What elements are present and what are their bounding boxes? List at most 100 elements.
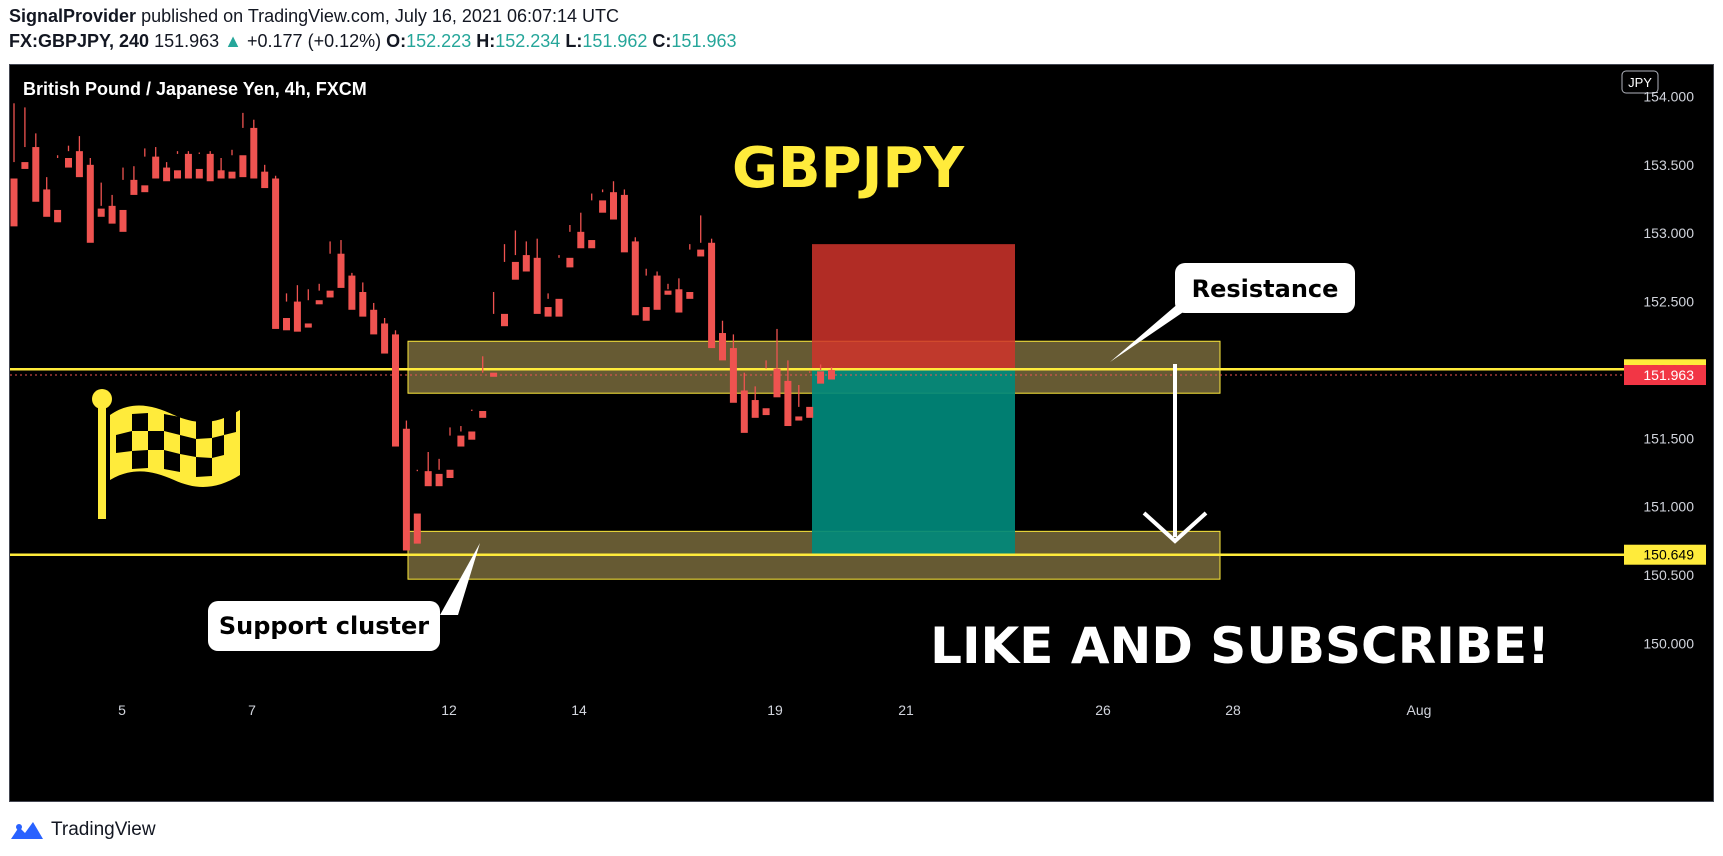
target-arrow-icon[interactable] bbox=[1142, 364, 1208, 544]
cta-text[interactable]: LIKE AND SUBSCRIBE! bbox=[930, 617, 1550, 675]
symbol-label[interactable]: FX:GBPJPY, 240 bbox=[9, 31, 150, 51]
candle[interactable] bbox=[381, 323, 389, 354]
candle[interactable] bbox=[533, 257, 541, 314]
candle[interactable] bbox=[108, 205, 116, 224]
price-chart[interactable]: British Pound / Japanese Yen, 4h, FXCM G… bbox=[10, 65, 1715, 803]
candle[interactable] bbox=[544, 307, 552, 317]
time-axis[interactable]: 5 7 12 14 19 21 26 28 Aug bbox=[118, 702, 1431, 718]
candle[interactable] bbox=[326, 290, 334, 298]
candle[interactable] bbox=[54, 209, 62, 223]
candle[interactable] bbox=[392, 334, 399, 447]
candle[interactable] bbox=[599, 200, 607, 213]
candle[interactable] bbox=[555, 298, 563, 317]
candle[interactable] bbox=[32, 147, 40, 202]
candle[interactable] bbox=[217, 170, 225, 179]
candle[interactable] bbox=[86, 164, 94, 243]
checkered-flag-icon[interactable] bbox=[92, 389, 240, 519]
take-profit-zone[interactable] bbox=[812, 369, 1015, 556]
support-callout[interactable]: Support cluster bbox=[208, 543, 480, 651]
candle[interactable] bbox=[370, 309, 378, 335]
candle[interactable] bbox=[402, 428, 410, 551]
tradingview-footer[interactable]: TradingView bbox=[9, 816, 156, 844]
low-label: L: bbox=[565, 31, 583, 51]
candle[interactable] bbox=[119, 209, 127, 232]
y-tick-label: 153.000 bbox=[1643, 225, 1694, 241]
candle[interactable] bbox=[435, 473, 443, 487]
candle[interactable] bbox=[239, 155, 247, 178]
candle[interactable] bbox=[795, 416, 803, 421]
tradingview-brand: TradingView bbox=[51, 819, 156, 840]
current-price: 151.963 bbox=[154, 31, 220, 51]
candle[interactable] bbox=[206, 153, 214, 182]
candle[interactable] bbox=[577, 231, 585, 249]
candle[interactable] bbox=[174, 170, 181, 179]
candle[interactable] bbox=[729, 348, 737, 403]
candle[interactable] bbox=[65, 157, 72, 168]
candle[interactable] bbox=[413, 513, 421, 544]
candle[interactable] bbox=[784, 380, 792, 427]
candle[interactable] bbox=[184, 153, 192, 179]
candle[interactable] bbox=[195, 168, 203, 179]
big-title[interactable]: GBPJPY bbox=[732, 136, 966, 201]
candle[interactable] bbox=[773, 368, 781, 398]
candle[interactable] bbox=[828, 369, 835, 380]
candle[interactable] bbox=[97, 208, 105, 217]
candle[interactable] bbox=[283, 317, 290, 331]
candle[interactable] bbox=[697, 249, 705, 257]
candle[interactable] bbox=[457, 435, 465, 447]
candle[interactable] bbox=[620, 194, 628, 253]
candle[interactable] bbox=[446, 469, 454, 478]
candle[interactable] bbox=[686, 292, 694, 299]
candle[interactable] bbox=[631, 241, 639, 316]
author-name[interactable]: SignalProvider bbox=[9, 6, 137, 26]
candle[interactable] bbox=[664, 290, 672, 295]
candle[interactable] bbox=[272, 178, 280, 329]
candle[interactable] bbox=[817, 371, 825, 384]
candle[interactable] bbox=[566, 257, 574, 268]
candle[interactable] bbox=[228, 171, 236, 179]
candle[interactable] bbox=[75, 151, 83, 178]
candle[interactable] bbox=[141, 185, 149, 193]
candle[interactable] bbox=[740, 390, 748, 433]
candle[interactable] bbox=[511, 261, 519, 280]
candle[interactable] bbox=[337, 253, 345, 288]
candle[interactable] bbox=[10, 178, 18, 227]
candle[interactable] bbox=[653, 275, 661, 310]
candle[interactable] bbox=[675, 289, 683, 313]
candle[interactable] bbox=[806, 406, 814, 418]
candle[interactable] bbox=[130, 179, 138, 195]
candle[interactable] bbox=[424, 471, 432, 487]
chart-pane[interactable]: British Pound / Japanese Yen, 4h, FXCM G… bbox=[9, 64, 1714, 802]
candle[interactable] bbox=[501, 313, 508, 327]
candle[interactable] bbox=[468, 431, 476, 440]
candle[interactable] bbox=[490, 372, 498, 377]
candle[interactable] bbox=[315, 300, 323, 305]
currency-badge-box[interactable] bbox=[1621, 70, 1659, 94]
candle[interactable] bbox=[719, 333, 726, 361]
candle[interactable] bbox=[293, 301, 301, 332]
candle[interactable] bbox=[163, 167, 171, 182]
candle[interactable] bbox=[261, 171, 269, 189]
candle[interactable] bbox=[479, 410, 487, 418]
candle[interactable] bbox=[522, 255, 530, 272]
candle[interactable] bbox=[152, 156, 160, 179]
candle[interactable] bbox=[642, 307, 650, 321]
candle[interactable] bbox=[359, 292, 367, 317]
candle[interactable] bbox=[348, 275, 356, 310]
x-tick-label: 26 bbox=[1095, 702, 1111, 718]
resistance-callout[interactable]: Resistance bbox=[1110, 263, 1355, 362]
candle[interactable] bbox=[751, 400, 759, 418]
candle[interactable] bbox=[304, 323, 312, 328]
candle[interactable] bbox=[250, 127, 258, 179]
price-axis[interactable]: JPY 154.000 153.500 153.000 152.500 151.500 1… bbox=[1621, 70, 1694, 651]
candle[interactable] bbox=[708, 242, 716, 349]
price-tags: 152.005 151.963 150.649 bbox=[1624, 359, 1706, 565]
publish-info: SignalProvider published on TradingView.… bbox=[9, 6, 619, 27]
candle[interactable] bbox=[21, 162, 29, 169]
stop-loss-zone[interactable] bbox=[812, 244, 1015, 370]
candle[interactable] bbox=[762, 408, 770, 416]
currency-badge[interactable]: JPY bbox=[1628, 75, 1652, 90]
candle[interactable] bbox=[610, 192, 617, 220]
candle[interactable] bbox=[588, 240, 596, 249]
candle[interactable] bbox=[43, 189, 51, 217]
